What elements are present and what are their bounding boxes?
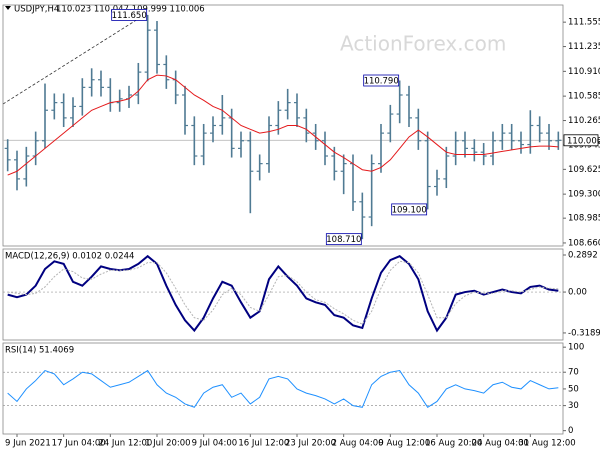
- watermark: ActionForex.com: [340, 32, 506, 56]
- x-tick-label: 24 Jun 12:00: [98, 439, 152, 449]
- x-tick-label: 9 Jul 04:00: [192, 439, 238, 449]
- x-tick-label: 9 Jun 2021: [5, 439, 51, 449]
- x-tick-label: 23 Jul 20:00: [285, 439, 336, 449]
- y-tick-label: 110.585: [568, 92, 600, 102]
- x-tick-label: 2 Aug 04:00: [332, 439, 384, 449]
- x-tick-label: 31 Aug 12:00: [518, 439, 575, 449]
- y-tick-label: 111.555: [568, 18, 600, 28]
- x-tick-label: 24 Aug 04:00: [472, 439, 529, 449]
- y-tick-label: 70: [568, 368, 579, 378]
- annotation-label: 110.790: [364, 77, 399, 87]
- y-tick-label: 100: [568, 343, 584, 353]
- y-tick-label: 110.265: [568, 116, 600, 126]
- x-tick-label: 17 Jun 04:00: [52, 439, 106, 449]
- y-tick-label: 108.985: [568, 214, 600, 224]
- x-tick-label: 1 Jul 20:00: [145, 439, 191, 449]
- macd-title: MACD(12,26,9) 0.0102 0.0244: [5, 252, 134, 262]
- annotation-label: 109.100: [392, 205, 427, 215]
- y-tick-label: 111.235: [568, 42, 600, 52]
- annotation-box: [325, 233, 362, 246]
- chart-title: USDJPY,H4: [14, 5, 59, 15]
- series-line: [7, 74, 559, 176]
- series-line: [7, 254, 559, 333]
- y-tick-label: 30: [568, 401, 579, 411]
- annotation-label: 108.710: [326, 235, 361, 245]
- panel-frame: [2, 248, 564, 341]
- annotation-label: 111.650: [112, 11, 147, 21]
- y-tick-label: 0.00: [568, 288, 587, 298]
- x-tick-label: 16 Jul 12:00: [238, 439, 289, 449]
- series-line: [7, 369, 559, 408]
- panel-frame: [2, 4, 564, 247]
- x-tick-label: 16 Aug 20:00: [425, 439, 482, 449]
- y-tick-label: 108.660: [568, 238, 600, 248]
- y-tick-label: 110.910: [568, 67, 600, 77]
- y-tick-label: 0.2892: [568, 250, 598, 260]
- y-tick-label: 109.300: [568, 190, 600, 200]
- annotation-box: [363, 74, 400, 87]
- y-tick-label: -0.3189: [568, 328, 600, 338]
- annotation-box: [391, 203, 428, 216]
- last-price-box: [563, 134, 599, 147]
- rsi-title: RSI(14) 51.4069: [5, 346, 74, 356]
- y-tick-label: 50: [568, 384, 579, 394]
- menu-arrow: [5, 6, 11, 10]
- y-tick-label: 109.625: [568, 165, 600, 175]
- y-tick-label: 0: [568, 426, 573, 436]
- annotation-box: [111, 9, 148, 21]
- x-tick-label: 9 Aug 12:00: [378, 439, 430, 449]
- trend-line: [2, 13, 147, 105]
- last-price-label: 110.006: [567, 136, 600, 146]
